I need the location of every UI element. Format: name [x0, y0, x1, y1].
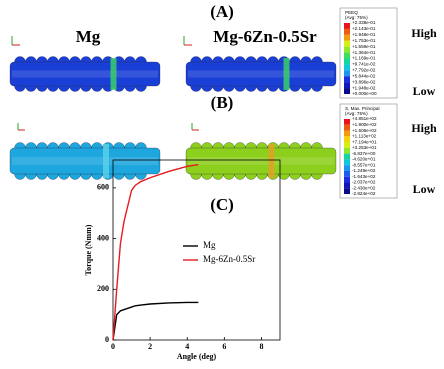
legend-label: Mg-6Zn-0.5Sr	[203, 254, 255, 264]
panel-label: (A)	[210, 2, 234, 21]
legend-level: +1.753e-01	[352, 38, 376, 43]
panel-label: (B)	[211, 93, 234, 112]
legend-swatch	[344, 159, 350, 165]
legend-level: -1.643e+02	[352, 174, 376, 179]
legend-swatch	[344, 154, 350, 160]
legend-swatch	[344, 177, 350, 183]
y-tick-label: 200	[97, 284, 109, 293]
legend-level: -4.620e+01	[352, 157, 376, 162]
x-tick-label: 6	[222, 342, 226, 351]
legend-swatch	[344, 182, 350, 188]
data-line	[113, 165, 198, 340]
legend-swatch	[344, 53, 350, 59]
stress-band	[284, 58, 290, 90]
legend-swatch	[344, 47, 350, 53]
plot-frame	[113, 160, 280, 340]
legend-swatch	[344, 142, 350, 148]
y-tick-label: 600	[97, 183, 109, 192]
data-line	[113, 302, 198, 340]
x-tick-label: 4	[185, 342, 189, 351]
panel-label: (C)	[210, 195, 234, 214]
stress-band	[269, 144, 275, 178]
legend-swatch	[344, 82, 350, 88]
legend-swatch	[344, 35, 350, 41]
legend-swatch	[344, 64, 350, 70]
legend-level: +3.896e-02	[352, 79, 376, 84]
x-tick-label: 8	[259, 342, 263, 351]
screw	[10, 57, 160, 92]
legend-level: +1.113e+02	[352, 134, 377, 139]
panel-title: Mg-6Zn-0.5Sr	[213, 27, 317, 46]
legend-level: +7.194e+01	[352, 139, 377, 144]
legend-level: -1.249e+02	[352, 168, 376, 173]
legend-level: -8.557e+01	[352, 162, 376, 167]
legend-level: +2.143e-01	[352, 26, 376, 31]
legend-level: +3.253e+01	[352, 145, 377, 150]
screw-core	[12, 70, 158, 77]
legend-swatch	[344, 136, 350, 142]
legend-level: +1.506e+02	[352, 128, 377, 133]
screw-core	[12, 157, 158, 165]
y-tick-label: 0	[105, 335, 109, 344]
legend-level: +5.844e-02	[352, 73, 376, 78]
legend-swatch	[344, 23, 350, 29]
legend-low: Low	[413, 84, 436, 98]
legend-level: +2.338e-01	[352, 20, 376, 25]
figure: (A) Mg Mg-6Zn-0.5Sr (B) (C) High Low Hig…	[0, 0, 444, 369]
legend-swatch	[344, 148, 350, 154]
legend-level: +4.851e+02	[352, 116, 377, 121]
legend-swatch	[344, 125, 350, 131]
legend-swatch	[344, 131, 350, 137]
legend-low: Low	[413, 182, 436, 196]
x-axis-label: Angle (deg)	[177, 352, 217, 361]
screw	[10, 143, 160, 180]
stress-band	[111, 58, 117, 90]
legend-level: -2.824e+02	[352, 191, 376, 196]
legend-level: +1.559e-01	[352, 44, 376, 49]
legend-level: -2.430e+02	[352, 185, 376, 190]
screw	[186, 57, 336, 92]
screw-core	[188, 157, 334, 165]
legend-swatch	[344, 88, 350, 94]
legend-swatch	[344, 165, 350, 171]
legend-label: Mg	[203, 240, 216, 250]
x-tick-label: 0	[111, 342, 115, 351]
legend-high: High	[411, 26, 437, 40]
screw	[186, 143, 336, 180]
panel-title: Mg	[76, 27, 101, 46]
legend-high: High	[411, 121, 437, 135]
legend-level: +1.900e+02	[352, 122, 377, 127]
legend-level: +0.000e+00	[352, 91, 377, 96]
legend-swatch	[344, 59, 350, 65]
legend-level: +7.792e-02	[352, 68, 376, 73]
legend-level: +1.948e-01	[352, 32, 376, 37]
legend-level: +1.364e-01	[352, 50, 376, 55]
x-tick-label: 2	[148, 342, 152, 351]
stress-band	[103, 144, 109, 178]
legend-swatch	[344, 188, 350, 194]
y-axis-label: Torque (Nmm)	[84, 224, 93, 275]
legend-level: -6.837e+00	[352, 151, 376, 156]
legend-level: -2.037e+02	[352, 180, 376, 185]
y-tick-label: 400	[97, 233, 109, 242]
legend-swatch	[344, 29, 350, 35]
legend-level: +1.948e-02	[352, 85, 376, 90]
legend-level: +1.169e-01	[352, 56, 376, 61]
legend-swatch	[344, 76, 350, 82]
legend-swatch	[344, 41, 350, 47]
legend-swatch	[344, 70, 350, 76]
legend-level: +9.741e-02	[352, 62, 376, 67]
legend-swatch	[344, 119, 350, 125]
legend-swatch	[344, 171, 350, 177]
screw-core	[188, 70, 334, 77]
